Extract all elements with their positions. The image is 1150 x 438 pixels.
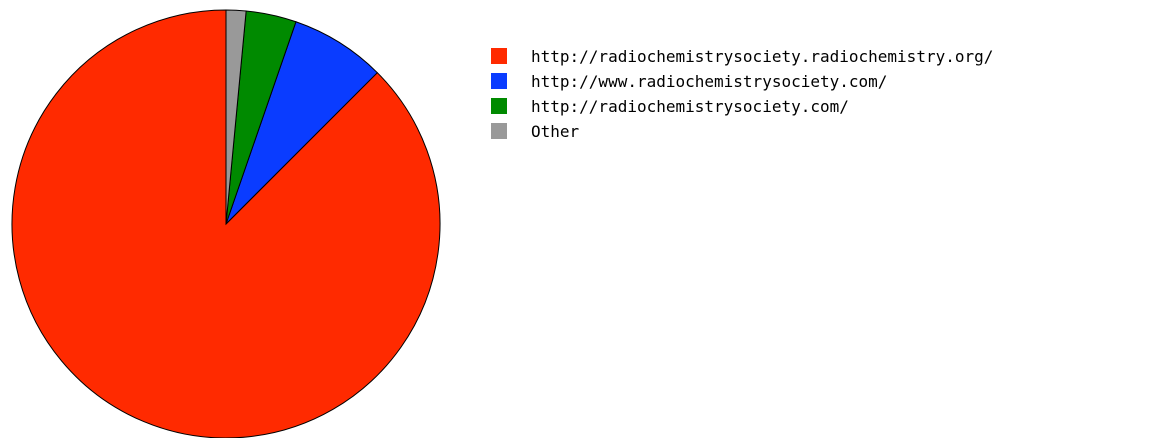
legend-label-1: http://www.radiochemistrysociety.com/ [531, 72, 888, 91]
pie-slice-0 [11, 9, 441, 438]
legend-label-3: Other [531, 122, 580, 141]
legend-swatch-2 [491, 98, 507, 114]
legend-swatch-1 [491, 73, 507, 89]
legend-label-2: http://radiochemistrysociety.com/ [531, 97, 849, 116]
legend-label-0: http://radiochemistrysociety.radiochemis… [531, 47, 994, 66]
legend-swatch-3 [491, 123, 507, 139]
legend-swatch-0 [491, 48, 507, 64]
pie-slice-3 [225, 9, 247, 225]
